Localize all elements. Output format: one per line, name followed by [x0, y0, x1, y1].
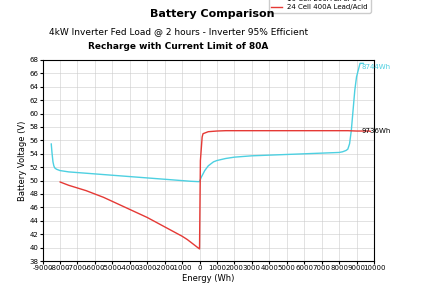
Text: 9736Wh: 9736Wh — [362, 128, 391, 134]
X-axis label: Energy (Wh): Energy (Wh) — [182, 274, 235, 283]
Text: Recharge with Current Limit of 80A: Recharge with Current Limit of 80A — [88, 42, 269, 51]
Legend: 16 Cell 200A LiFePO4, 24 Cell 400A Lead/Acid: 16 Cell 200A LiFePO4, 24 Cell 400A Lead/… — [269, 0, 371, 13]
Text: 8744Wh: 8744Wh — [362, 64, 391, 70]
Text: Battery Comparison: Battery Comparison — [150, 9, 275, 19]
Y-axis label: Battery Voltage (V): Battery Voltage (V) — [17, 120, 26, 201]
Text: 4kW Inverter Fed Load @ 2 hours - Inverter 95% Efficient: 4kW Inverter Fed Load @ 2 hours - Invert… — [49, 27, 308, 36]
